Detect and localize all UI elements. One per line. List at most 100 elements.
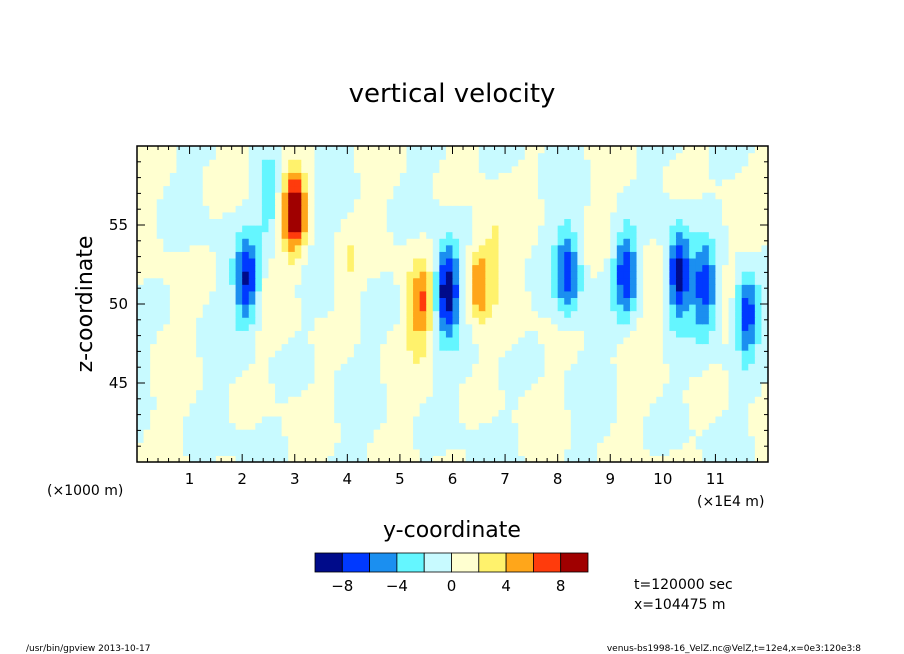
- heatmap-cell: [472, 166, 479, 173]
- heatmap-cell: [347, 245, 354, 252]
- heatmap-cell: [453, 245, 460, 252]
- x-unit-label: (×1E4 m): [697, 494, 764, 510]
- heatmap-cell: [755, 442, 762, 449]
- heatmap-cell: [196, 350, 203, 357]
- heatmap-cell: [525, 311, 532, 318]
- heatmap-cell: [439, 238, 446, 245]
- heatmap-cell: [360, 363, 367, 370]
- heatmap-cell: [275, 390, 282, 397]
- heatmap-cell: [748, 376, 755, 383]
- heatmap-cell: [341, 317, 348, 324]
- heatmap-cell: [571, 199, 578, 206]
- heatmap-cell: [577, 409, 584, 416]
- heatmap-cell: [459, 324, 466, 331]
- heatmap-cell: [715, 449, 722, 456]
- heatmap-cell: [715, 337, 722, 344]
- heatmap-cell: [564, 350, 571, 357]
- heatmap-cell: [170, 376, 177, 383]
- heatmap-cell: [288, 436, 295, 443]
- heatmap-cell: [676, 278, 683, 285]
- heatmap-cell: [216, 153, 223, 160]
- heatmap-cell: [216, 304, 223, 311]
- heatmap-cell: [341, 370, 348, 377]
- heatmap-cell: [137, 449, 144, 456]
- heatmap-cell: [525, 192, 532, 199]
- heatmap-cell: [564, 442, 571, 449]
- heatmap-cell: [439, 396, 446, 403]
- heatmap-cell: [623, 205, 630, 212]
- heatmap-cell: [183, 363, 190, 370]
- heatmap-cell: [420, 409, 427, 416]
- heatmap-cell: [433, 166, 440, 173]
- heatmap-cell: [334, 330, 341, 337]
- heatmap-cell: [577, 278, 584, 285]
- heatmap-cell: [426, 153, 433, 160]
- heatmap-cell: [268, 363, 275, 370]
- heatmap-cell: [755, 258, 762, 265]
- heatmap-cell: [669, 449, 676, 456]
- heatmap-cell: [347, 403, 354, 410]
- heatmap-cell: [275, 416, 282, 423]
- heatmap-cell: [255, 449, 262, 456]
- heatmap-cell: [472, 238, 479, 245]
- heatmap-cell: [157, 370, 164, 377]
- heatmap-cell: [393, 297, 400, 304]
- heatmap-cell: [702, 186, 709, 193]
- heatmap-cell: [623, 311, 630, 318]
- heatmap-cell: [367, 416, 374, 423]
- heatmap-cell: [406, 449, 413, 456]
- heatmap-cell: [676, 383, 683, 390]
- heatmap-cell: [623, 172, 630, 179]
- heatmap-cell: [512, 159, 519, 166]
- heatmap-cell: [314, 297, 321, 304]
- heatmap-cell: [577, 403, 584, 410]
- heatmap-cell: [591, 304, 598, 311]
- heatmap-cell: [360, 258, 367, 265]
- heatmap-cell: [623, 146, 630, 153]
- heatmap-cell: [321, 238, 328, 245]
- heatmap-cell: [505, 324, 512, 331]
- heatmap-cell: [492, 403, 499, 410]
- heatmap-cell: [604, 396, 611, 403]
- heatmap-cell: [729, 186, 736, 193]
- heatmap-cell: [643, 179, 650, 186]
- heatmap-cell: [268, 423, 275, 430]
- heatmap-cell: [696, 390, 703, 397]
- heatmap-cell: [236, 429, 243, 436]
- heatmap-cell: [597, 416, 604, 423]
- heatmap-cell: [242, 311, 249, 318]
- heatmap-cell: [341, 245, 348, 252]
- heatmap-cell: [650, 429, 657, 436]
- heatmap-cell: [433, 436, 440, 443]
- heatmap-cell: [413, 297, 420, 304]
- heatmap-cell: [426, 330, 433, 337]
- heatmap-cell: [216, 192, 223, 199]
- heatmap-cell: [176, 337, 183, 344]
- heatmap-cell: [715, 363, 722, 370]
- heatmap-cell: [308, 363, 315, 370]
- heatmap-cell: [275, 409, 282, 416]
- heatmap-cell: [453, 153, 460, 160]
- heatmap-cell: [722, 265, 729, 272]
- heatmap-cell: [314, 291, 321, 298]
- heatmap-cell: [551, 166, 558, 173]
- heatmap-cell: [308, 225, 315, 232]
- heatmap-cell: [623, 317, 630, 324]
- heatmap-cell: [617, 159, 624, 166]
- heatmap-cell: [715, 278, 722, 285]
- heatmap-cell: [637, 218, 644, 225]
- heatmap-cell: [203, 311, 210, 318]
- heatmap-cell: [551, 436, 558, 443]
- heatmap-cell: [275, 258, 282, 265]
- heatmap-cell: [485, 146, 492, 153]
- heatmap-cell: [676, 363, 683, 370]
- heatmap-cell: [696, 258, 703, 265]
- heatmap-cell: [459, 159, 466, 166]
- heatmap-cell: [531, 330, 538, 337]
- heatmap-cell: [472, 153, 479, 160]
- heatmap-cell: [683, 363, 690, 370]
- heatmap-cell: [282, 330, 289, 337]
- heatmap-cell: [492, 449, 499, 456]
- heatmap-cell: [479, 278, 486, 285]
- heatmap-cell: [295, 304, 302, 311]
